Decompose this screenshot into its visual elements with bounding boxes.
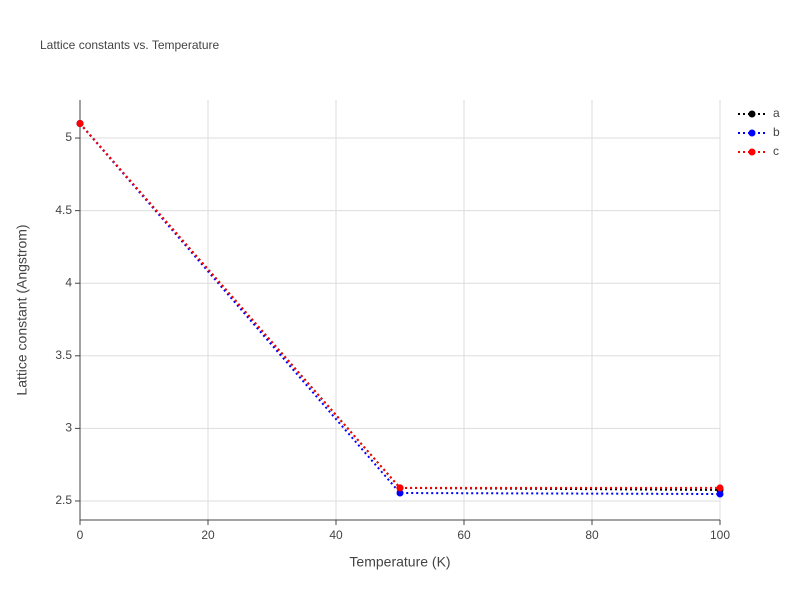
x-tick-label: 60 bbox=[457, 528, 471, 542]
y-axis-label: Lattice constant (Angstrom) bbox=[14, 224, 30, 395]
legend-label: c bbox=[773, 144, 779, 158]
y-tick-label: 5 bbox=[65, 130, 72, 144]
legend-label: a bbox=[773, 106, 780, 120]
y-tick-label: 2.5 bbox=[55, 493, 72, 507]
series-line bbox=[79, 122, 721, 491]
legend-marker bbox=[748, 148, 756, 156]
data-point bbox=[76, 120, 84, 128]
series-line bbox=[79, 122, 721, 496]
legend-marker bbox=[748, 129, 756, 137]
x-tick-label: 20 bbox=[201, 528, 215, 542]
x-tick-label: 0 bbox=[77, 528, 84, 542]
x-tick-label: 100 bbox=[710, 528, 730, 542]
data-point bbox=[716, 484, 724, 492]
chart-title: Lattice constants vs. Temperature bbox=[40, 38, 220, 52]
x-tick-label: 40 bbox=[329, 528, 343, 542]
series-line bbox=[79, 122, 720, 489]
data-point bbox=[396, 484, 404, 492]
y-tick-label: 3.5 bbox=[55, 348, 72, 362]
legend-marker bbox=[748, 110, 756, 118]
y-tick-label: 4.5 bbox=[55, 203, 72, 217]
data-point bbox=[396, 489, 404, 497]
y-tick-label: 3 bbox=[65, 421, 72, 435]
y-tick-label: 4 bbox=[65, 275, 72, 289]
x-axis-label: Temperature (K) bbox=[349, 554, 450, 570]
x-tick-label: 80 bbox=[585, 528, 599, 542]
legend-label: b bbox=[773, 125, 780, 139]
data-point bbox=[716, 490, 724, 498]
